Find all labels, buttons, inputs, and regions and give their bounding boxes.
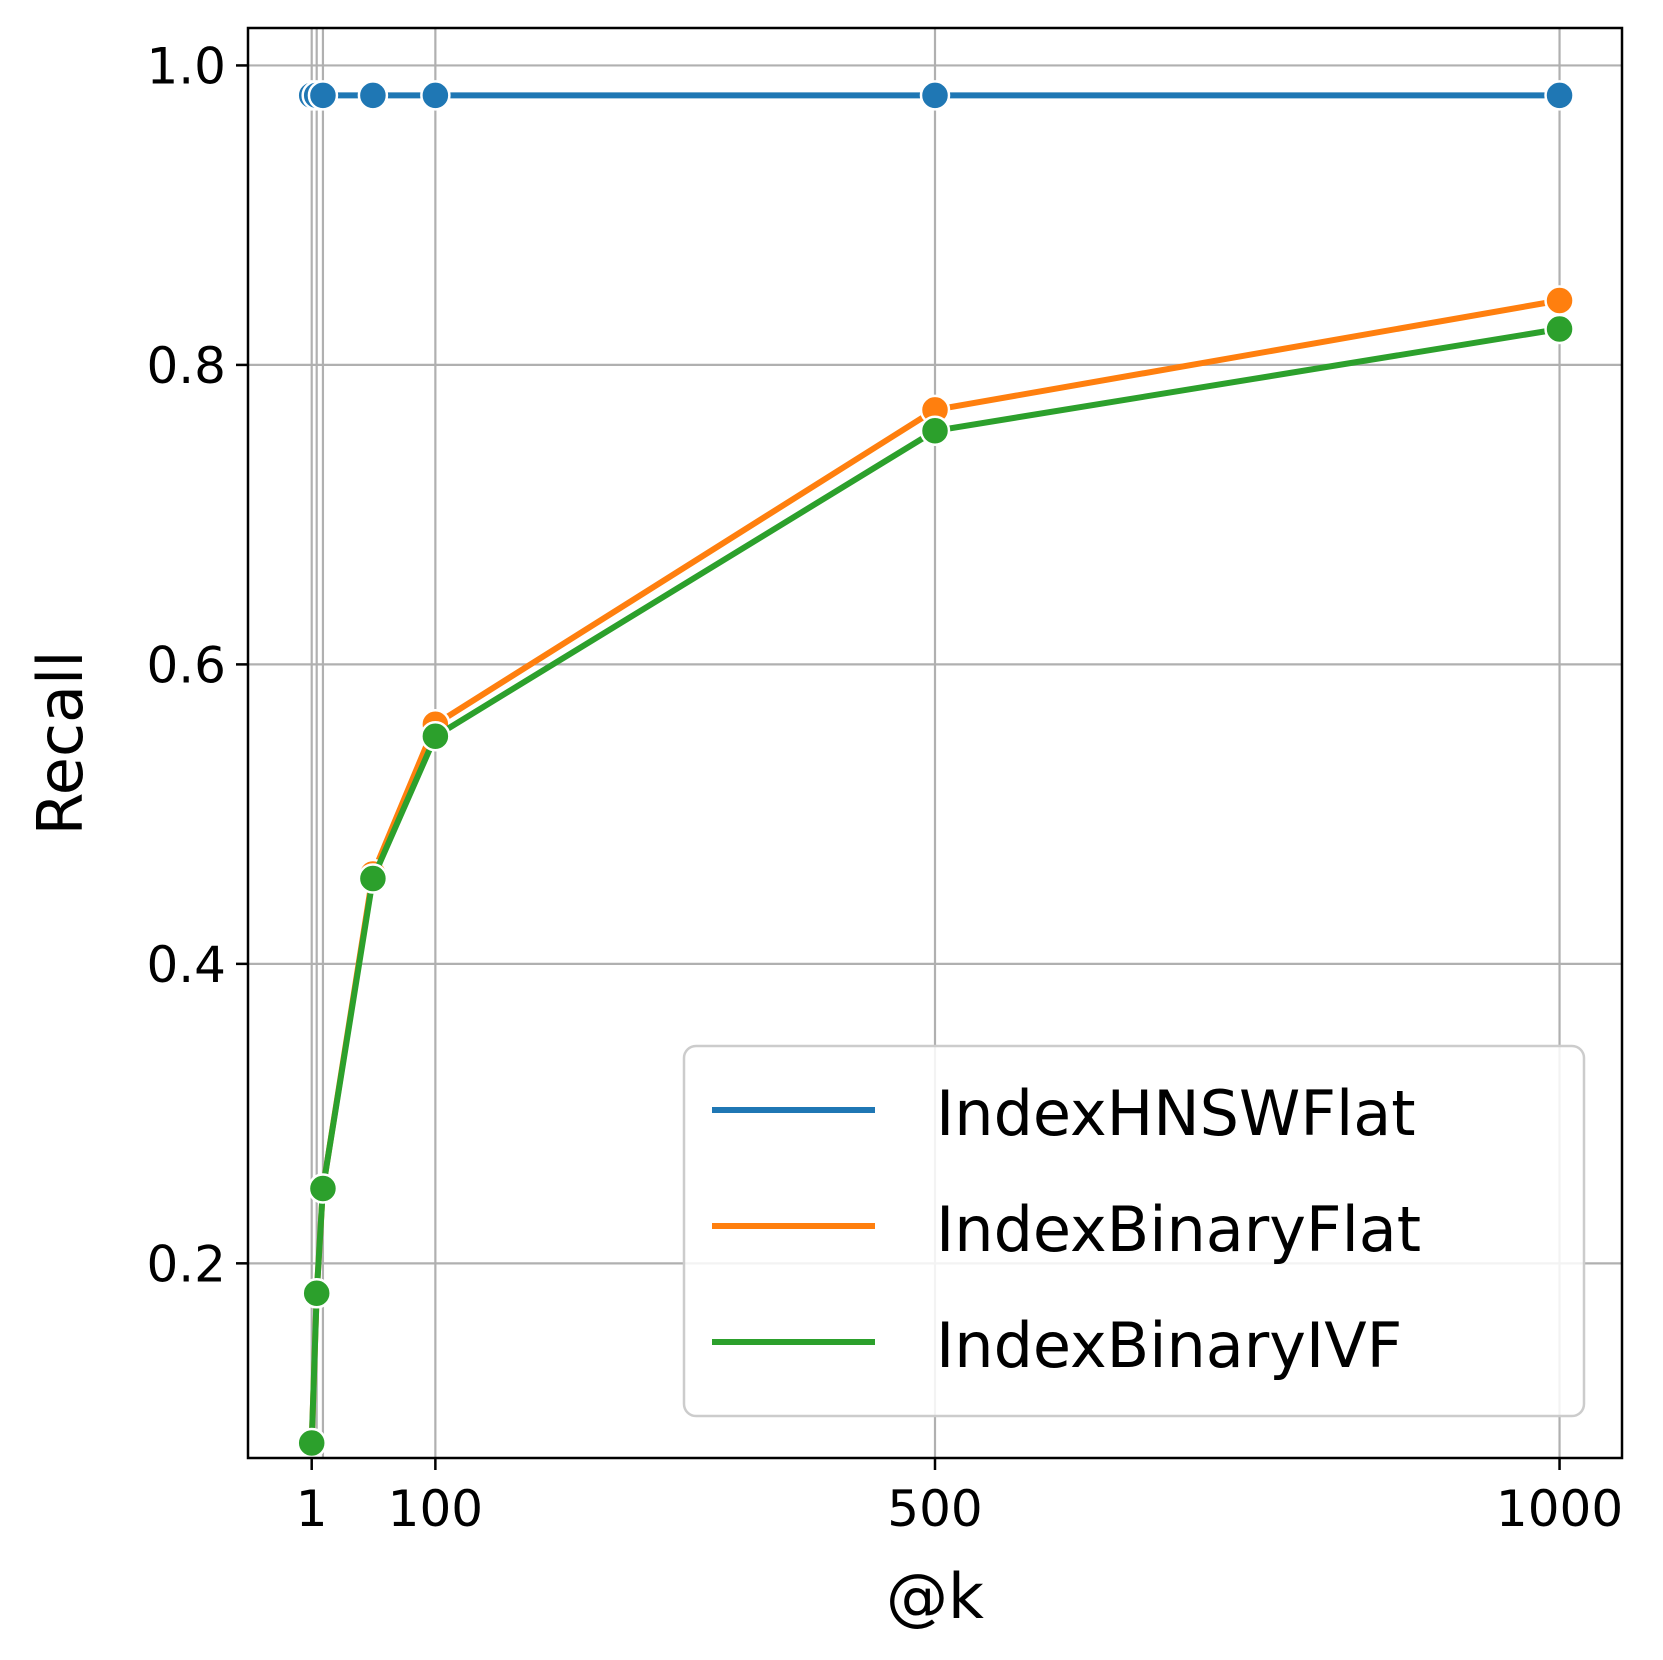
plot-series [296,80,1575,1459]
point-indexbinaryivf-k100 [420,721,451,752]
x-tick-label-1: 1 [296,1480,328,1538]
grid [248,28,1622,1458]
point-indexbinaryivf-k5 [301,1278,332,1309]
x-tick-label-100: 100 [388,1480,483,1538]
point-indexhnswflat-k100 [420,80,451,111]
point-indexhnswflat-k50 [357,80,389,111]
legend-label-indexhnswflat: IndexHNSWFlat [936,1077,1416,1150]
legend-box [682,1044,1586,1418]
y-tick-label-0-6: 0.6 [146,636,226,694]
y-axis-label: Recall [24,651,97,836]
point-indexbinaryivf-k1000 [1544,313,1575,345]
point-indexhnswflat-k500 [919,80,951,111]
point-indexbinaryivf-k1 [296,1427,327,1459]
legend-label-indexbinaryflat: IndexBinaryFlat [936,1193,1421,1266]
point-indexbinaryivf-k50 [357,863,389,894]
point-indexhnswflat-k10 [307,80,339,111]
x-axis-label: @k [886,1560,984,1633]
x-tick-label-1000: 1000 [1496,1480,1623,1538]
point-indexbinaryflat-k1000 [1544,285,1575,316]
legend: IndexHNSWFlat IndexBinaryFlat IndexBinar… [682,1044,1586,1418]
point-indexbinaryivf-k500 [919,415,951,447]
y-tick-label-1-0: 1.0 [146,37,226,95]
y-tick-label-0-4: 0.4 [146,936,226,994]
y-tick-label-0-8: 0.8 [146,337,226,395]
point-indexhnswflat-k1000 [1544,80,1575,111]
point-indexbinaryivf-k10 [307,1173,339,1204]
legend-label-indexbinaryivf: IndexBinaryIVF [936,1309,1402,1382]
x-tick-label-500: 500 [887,1480,982,1538]
axis-ticks: 1 100 500 1000 0.2 0.4 0.6 0.8 1.0 [146,37,1623,1538]
y-tick-label-0-2: 0.2 [146,1235,226,1293]
